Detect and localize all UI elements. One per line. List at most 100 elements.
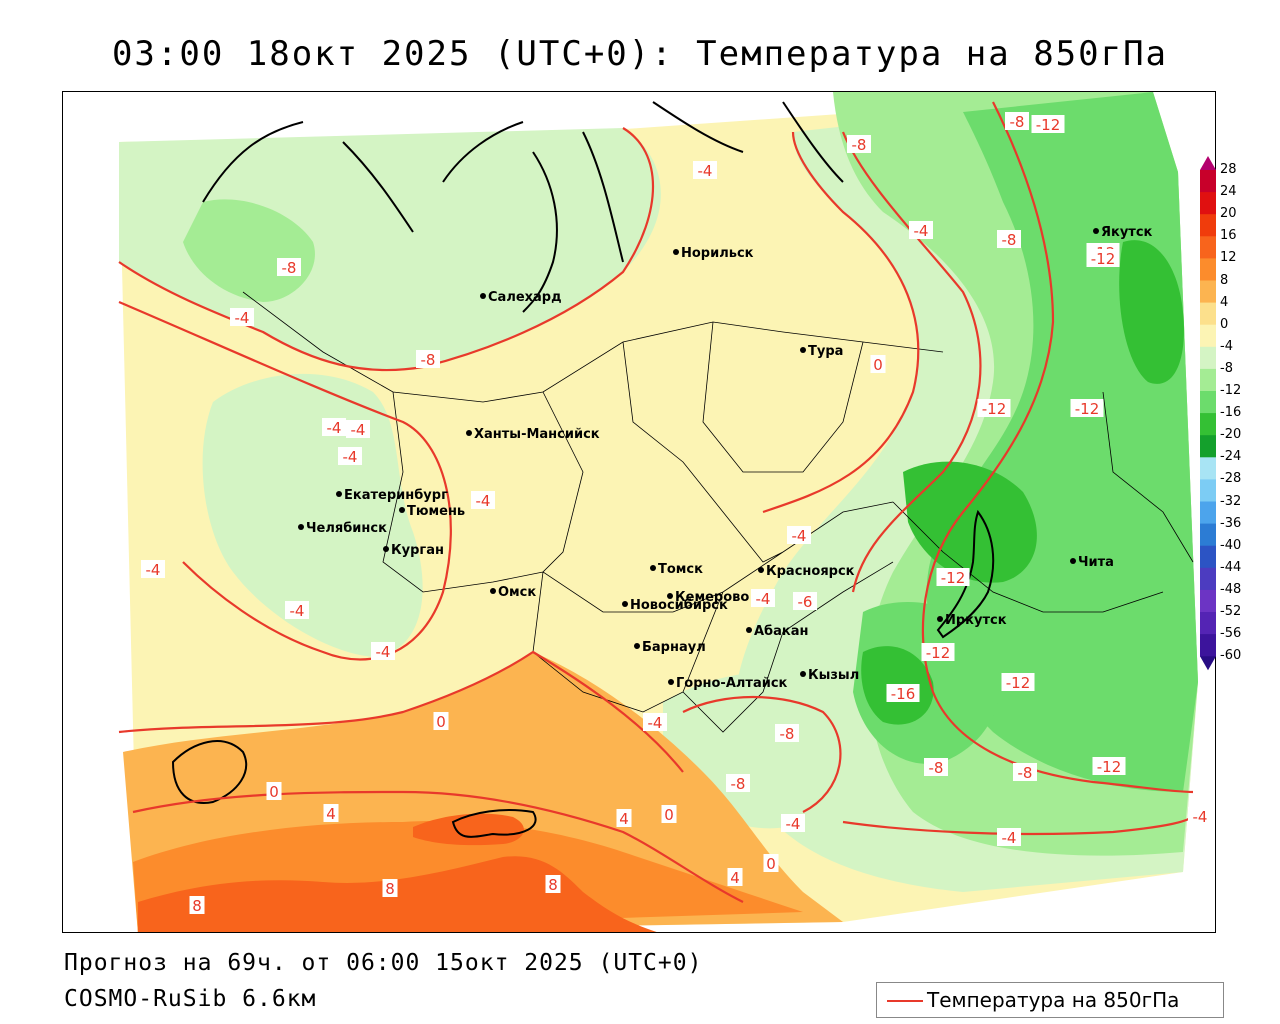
isotherm-label: -8: [416, 350, 440, 369]
isotherm-label-bg: [1092, 757, 1126, 775]
isotherm-label-bg: [382, 879, 398, 897]
isotherm-label-bg: [322, 418, 346, 436]
colorbar-tick-label: -28: [1220, 471, 1242, 487]
isotherm-label-bg: [416, 350, 440, 368]
isotherm-label: 0: [870, 355, 886, 374]
colorbar-swatch: [1200, 567, 1216, 591]
isotherm-label-text: -4: [648, 714, 663, 732]
city-dot: [634, 643, 640, 649]
caspian-coast: [171, 740, 248, 804]
isotherm-label-bg: [661, 805, 677, 823]
isotherm-label-bg: [285, 601, 309, 619]
isotherm-label-text: -12: [1091, 250, 1116, 268]
city-marker[interactable]: Екатеринбург: [336, 488, 448, 503]
isotherm-label-text: -8: [282, 259, 297, 277]
city-marker[interactable]: Омск: [490, 585, 536, 600]
isotherm-label-text: -12: [1036, 116, 1061, 134]
isotherm-label: 0: [266, 782, 282, 801]
isotherm-label-text: -4: [327, 419, 342, 437]
city-marker[interactable]: Абакан: [746, 624, 809, 639]
colorbar-swatch: [1200, 457, 1216, 480]
isotherm-label-bg: [1013, 763, 1037, 781]
isotherm-label-text: -4: [290, 602, 305, 620]
isotherm-label-bg: [870, 355, 886, 373]
city-dot: [298, 524, 304, 530]
isotherm-label-text: -12: [941, 569, 966, 587]
isotherm-label-text: -12: [1097, 758, 1122, 776]
city-label: Тура: [808, 344, 843, 359]
isotherm-label-text: -4: [914, 222, 929, 240]
colorbar-scale: [1200, 156, 1216, 671]
city-marker[interactable]: Челябинск: [298, 521, 387, 536]
isotherm-label-bg: [545, 875, 561, 893]
isotherm-label: -12: [936, 568, 970, 587]
city-label: Горно-Алтайск: [676, 676, 788, 691]
isotherm-label: 4: [323, 804, 339, 823]
map-title: 03:00 18окт 2025 (UTC+0): Температура на…: [111, 34, 1169, 74]
colorbar-swatch: [1200, 479, 1216, 502]
isotherm-label-text: -4: [698, 162, 713, 180]
city-dot: [399, 507, 405, 513]
city-marker[interactable]: Чита: [1070, 555, 1114, 570]
isotherm-label-text: -12: [926, 644, 951, 662]
city-marker[interactable]: Тура: [800, 344, 843, 359]
colorbar-tick-label: 20: [1220, 206, 1237, 222]
isotherm-label-bg: [787, 526, 811, 544]
city-marker[interactable]: Курган: [383, 543, 444, 558]
colorbar: [1200, 156, 1216, 690]
city-marker[interactable]: Тюмень: [399, 504, 465, 519]
city-dot: [490, 588, 496, 594]
isotherm-label: -8: [775, 724, 799, 743]
isotherm-label-bg: [471, 491, 495, 509]
isotherm-minus12-east: [921, 101, 1194, 794]
isotherm-label: -8: [924, 758, 948, 777]
isotherm-label-bg: [1005, 112, 1029, 130]
colorbar-tick-label: -8: [1220, 360, 1233, 376]
isotherm-minus8-altai: [682, 695, 842, 813]
colorbar-swatch: [1200, 634, 1216, 657]
city-marker[interactable]: Горно-Алтайск: [668, 676, 788, 691]
city-marker[interactable]: Новосибирск: [622, 598, 728, 613]
city-marker[interactable]: Ханты-Мансийск: [466, 427, 600, 442]
city-marker[interactable]: Якутск: [1093, 225, 1153, 240]
zone-dark-green-2: [903, 461, 1037, 583]
isotherm-label: -4: [338, 447, 362, 466]
colorbar-swatch: [1200, 346, 1216, 370]
isotherm-label-bg: [616, 809, 632, 827]
zone-dark-green-1: [1119, 240, 1184, 384]
isotherm-label: -4: [751, 589, 775, 608]
city-marker[interactable]: Норильск: [673, 246, 754, 261]
colorbar-tick-label: 8: [1220, 272, 1229, 288]
colorbar-tick-label: -60: [1220, 648, 1242, 664]
isotherm-label-text: -4: [756, 590, 771, 608]
city-label: Иркутск: [945, 613, 1007, 628]
city-label: Челябинск: [306, 521, 387, 536]
city-marker[interactable]: Салехард: [480, 290, 562, 305]
isotherm-label: -4: [643, 713, 667, 732]
isotherm-minus4-southeast: [842, 811, 1199, 836]
city-dot: [466, 430, 472, 436]
isotherm-label: -8: [1005, 112, 1029, 131]
colorbar-swatch: [1200, 545, 1216, 569]
city-dot: [937, 616, 943, 622]
isotherm-label: -4: [371, 642, 395, 661]
city-label: Норильск: [681, 246, 754, 261]
city-marker[interactable]: Красноярск: [758, 564, 855, 579]
isotherm-label-bg: [433, 712, 449, 730]
isotherm-label: -4: [781, 814, 805, 833]
isotherm-label: -6: [793, 592, 817, 611]
city-marker[interactable]: Томск: [650, 562, 703, 577]
isotherm-label: -8: [277, 258, 301, 277]
city-marker[interactable]: Иркутск: [937, 613, 1007, 628]
city-label: Чита: [1078, 555, 1114, 570]
city-marker[interactable]: Кызыл: [800, 668, 859, 683]
colorbar-swatch: [1200, 391, 1216, 414]
colorbar-tick-label: -40: [1220, 537, 1242, 553]
isotherm-label: 0: [433, 712, 449, 731]
map-panel[interactable]: -12 -8 -4 -8 -4 -8 -12 -8 -4 -8 -4 0 -12 -12 -4 -4 -4 -4 -…: [62, 91, 1216, 933]
city-dot: [667, 593, 673, 599]
colorbar-swatch: [1200, 280, 1216, 304]
city-dot: [336, 491, 342, 497]
city-marker[interactable]: Барнаул: [634, 640, 706, 655]
city-marker[interactable]: Кемерово: [667, 590, 749, 605]
